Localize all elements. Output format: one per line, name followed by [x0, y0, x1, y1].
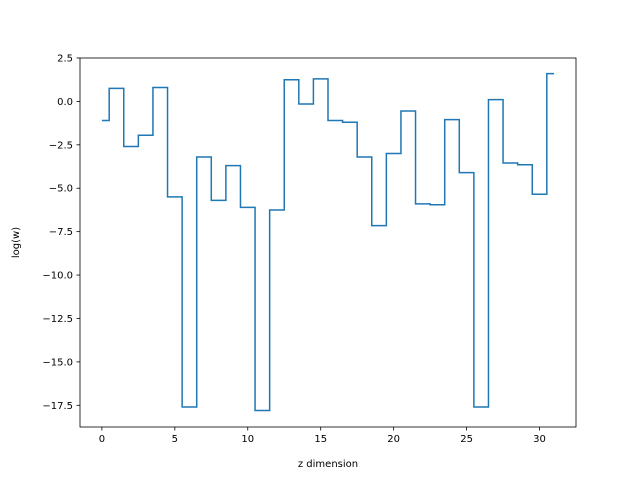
y-tick-label: −15.0: [42, 357, 73, 368]
y-tick-label: −17.5: [42, 401, 73, 412]
y-tick-label: 2.5: [57, 54, 73, 65]
y-tick-label: −12.5: [42, 314, 73, 325]
y-tick-label: −5.0: [49, 184, 73, 195]
x-tick-label: 25: [460, 434, 473, 445]
y-axis-label: log(w): [11, 227, 22, 258]
x-tick-label: 5: [172, 434, 178, 445]
y-tick-label: 0.0: [57, 97, 73, 108]
y-tick-label: −2.5: [49, 140, 73, 151]
y-tick-label: −7.5: [49, 227, 73, 238]
series-line-0: [101, 72, 555, 412]
x-axis-label: z dimension: [298, 459, 358, 470]
x-tick-label: 0: [99, 434, 105, 445]
y-tick-label: −10.0: [42, 271, 73, 282]
x-tick-label: 10: [241, 434, 254, 445]
plot-area: [101, 72, 555, 412]
axes: 0 5 10 15 20 25 30 2.5 0.0 −2.5 −5.0 −7.5 −10.0 −12.5…: [11, 54, 577, 470]
axes-frame: [79, 57, 577, 428]
x-tick-label: 20: [387, 434, 400, 445]
x-tick-label: 15: [314, 434, 327, 445]
x-tick-label: 30: [533, 434, 546, 445]
